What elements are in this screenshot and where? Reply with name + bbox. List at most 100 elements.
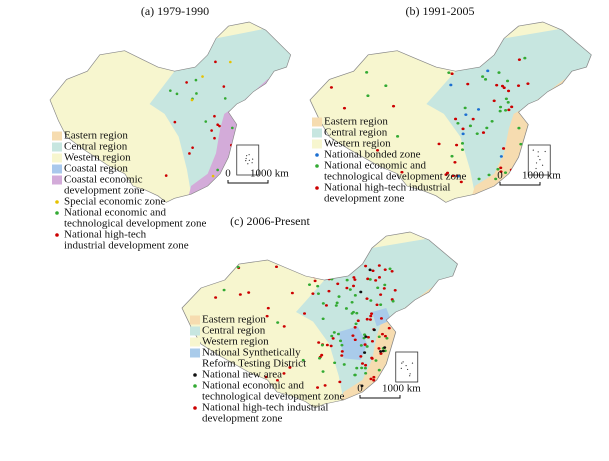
zone-marker (353, 278, 357, 281)
legend-label: Special economic zone (64, 196, 166, 208)
zone-marker (333, 361, 337, 365)
legend-swatch (52, 142, 62, 152)
zone-marker (276, 321, 280, 324)
legend-label: Coastal region (64, 163, 128, 175)
zone-marker (210, 129, 213, 132)
zone-marker (461, 127, 465, 131)
island (245, 160, 247, 162)
china-outline (181, 231, 458, 409)
legend-label: Central region (324, 127, 388, 139)
legend-label: development zone (324, 193, 404, 205)
zone-marker (316, 292, 320, 295)
zone-marker (396, 135, 400, 138)
island (535, 167, 537, 170)
zone-marker (517, 58, 521, 61)
zone-marker (344, 307, 348, 310)
zone-marker (450, 154, 454, 158)
zone-marker (354, 322, 358, 326)
zone-marker (379, 293, 383, 296)
inset-box (395, 351, 419, 383)
zone-marker (345, 278, 349, 282)
island (247, 163, 249, 165)
legend-label: National economic and (64, 207, 167, 219)
scale-label: 0 (225, 168, 231, 180)
zone-marker (377, 368, 381, 372)
legend-swatch (52, 175, 62, 185)
zone-marker (222, 288, 226, 292)
zone-marker (376, 286, 380, 290)
island (541, 164, 544, 166)
zone-marker (336, 282, 340, 286)
zone-marker (348, 288, 352, 291)
zone-marker (383, 283, 387, 287)
zone-marker (381, 349, 385, 353)
legend-label: National bonded zone (324, 149, 421, 161)
zone-marker (365, 345, 369, 348)
legend-label: industrial development zone (64, 240, 189, 252)
zone-marker (375, 303, 379, 307)
zone-marker (374, 386, 378, 390)
island (544, 150, 546, 153)
zone-marker (359, 355, 363, 358)
zone-marker (386, 367, 390, 371)
zone-marker (213, 114, 216, 118)
panel-title: (c) 2006-Present (230, 214, 310, 228)
zone-marker (353, 294, 357, 297)
zone-marker (173, 120, 177, 124)
zone-marker (390, 269, 394, 273)
zone-marker (355, 366, 359, 370)
zone-marker (320, 343, 324, 347)
zone-marker (218, 124, 221, 128)
zone-marker (204, 120, 208, 123)
zone-marker (519, 142, 523, 146)
zone-marker (376, 148, 380, 152)
zone-marker (175, 92, 179, 96)
zone-marker (368, 318, 372, 321)
zone-marker (507, 89, 511, 93)
zone-marker (228, 269, 232, 273)
zone-marker (264, 375, 268, 379)
zone-marker (313, 279, 317, 283)
zone-marker (456, 121, 460, 125)
zone-marker (321, 302, 325, 305)
zone-marker (318, 356, 322, 360)
zone-marker (379, 350, 383, 353)
zone-marker (370, 388, 374, 391)
zone-marker (377, 335, 381, 339)
zone-marker (330, 334, 334, 338)
zone-marker (506, 79, 510, 83)
zone-marker (447, 71, 451, 74)
legend-label: Eastern region (202, 314, 266, 326)
zone-marker (336, 332, 340, 336)
zone-marker (510, 105, 514, 109)
zone-marker (455, 143, 459, 147)
zone-marker (311, 292, 315, 295)
zone-marker (351, 284, 356, 288)
island (537, 151, 539, 153)
zone-marker (355, 311, 359, 315)
zone-marker (266, 306, 270, 310)
zone-marker (454, 117, 458, 121)
island (409, 375, 411, 377)
zone-marker (316, 284, 320, 288)
legend-marker (193, 406, 197, 410)
zone-marker (372, 328, 376, 332)
zone-marker (498, 105, 503, 109)
legend-label: Eastern region (324, 116, 388, 128)
zone-marker (372, 378, 376, 382)
zone-marker (490, 119, 494, 123)
zone-marker (323, 384, 327, 387)
zone-marker (450, 72, 454, 76)
legend-label: National economic and (202, 380, 305, 392)
zone-marker (391, 299, 395, 303)
zone-marker (359, 290, 363, 294)
zone-marker (464, 113, 468, 116)
zone-marker (228, 60, 232, 64)
china-outline (49, 21, 292, 203)
zone-marker (213, 136, 216, 140)
zone-marker (366, 335, 370, 339)
zone-marker (460, 148, 465, 151)
zone-marker (331, 337, 335, 340)
legend-label: National high-tech industrial (324, 182, 450, 194)
island (248, 159, 250, 161)
